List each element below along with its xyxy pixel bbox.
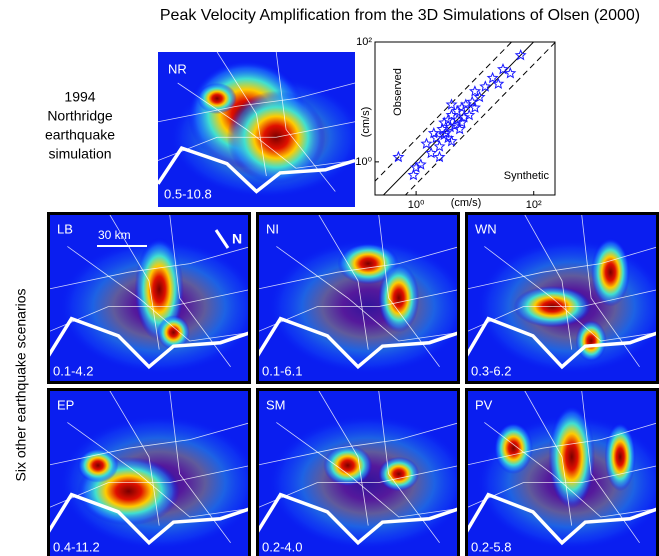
heatmap [465,388,659,556]
y-tick-label: 10² [356,36,372,48]
heatmap [158,52,365,207]
panel-range: 0.2-4.0 [262,539,302,554]
x-axis-label: (cm/s) [451,197,482,209]
hot-spot [78,448,119,482]
hot-spot [323,445,372,486]
y-axis-label: (cm/s) [360,107,372,138]
hot-spot [591,238,630,307]
heatmap [47,212,261,384]
side-label: Six other earthquake scenarios [13,289,29,482]
x-tick-label: 10² [526,199,542,211]
panel-code: EP [57,397,74,412]
heatmap [47,388,261,556]
data-point [435,152,445,161]
panel-code: LB [57,221,73,236]
data-point [470,86,480,95]
caption-line: earthquake [45,127,115,143]
panel-range: 0.5-10.8 [164,186,212,201]
hot-spot [605,422,636,491]
figure: Peak Velocity Amplification from the 3D … [0,0,659,556]
annotation: Observed [392,68,404,116]
data-point [435,142,445,151]
panel-range: 0.1-6.1 [262,363,302,378]
hot-spot [378,264,419,333]
panel-range: 0.3-6.2 [471,363,511,378]
x-tick-label: 10⁰ [408,199,425,211]
data-point [422,139,432,148]
north-label: N [232,231,242,247]
caption-line: simulation [48,146,111,162]
heatmap [465,212,659,384]
panel-range: 0.1-4.2 [53,363,93,378]
data-point [447,100,457,109]
panel-code: NR [168,61,187,76]
data-point [481,82,491,91]
hot-spot [494,422,533,474]
hot-spot [548,405,595,508]
annotation: Synthetic [504,170,550,182]
figure-title: Peak Velocity Amplification from the 3D … [160,7,640,24]
panel-code: SM [266,397,286,412]
heatmap [256,212,470,384]
scale-bar-label: 30 km [98,228,131,242]
hot-spot [378,457,419,491]
panel-code: PV [475,397,493,412]
panel-range: 0.2-5.8 [471,539,511,554]
caption-line: 1994 [64,89,95,105]
y-tick-label: 10⁰ [355,156,372,168]
panel-code: WN [475,221,497,236]
panel-range: 0.4-11.2 [53,539,100,554]
panel-code: NI [266,221,279,236]
heatmap [256,388,470,556]
caption-line: Northridge [47,108,113,124]
